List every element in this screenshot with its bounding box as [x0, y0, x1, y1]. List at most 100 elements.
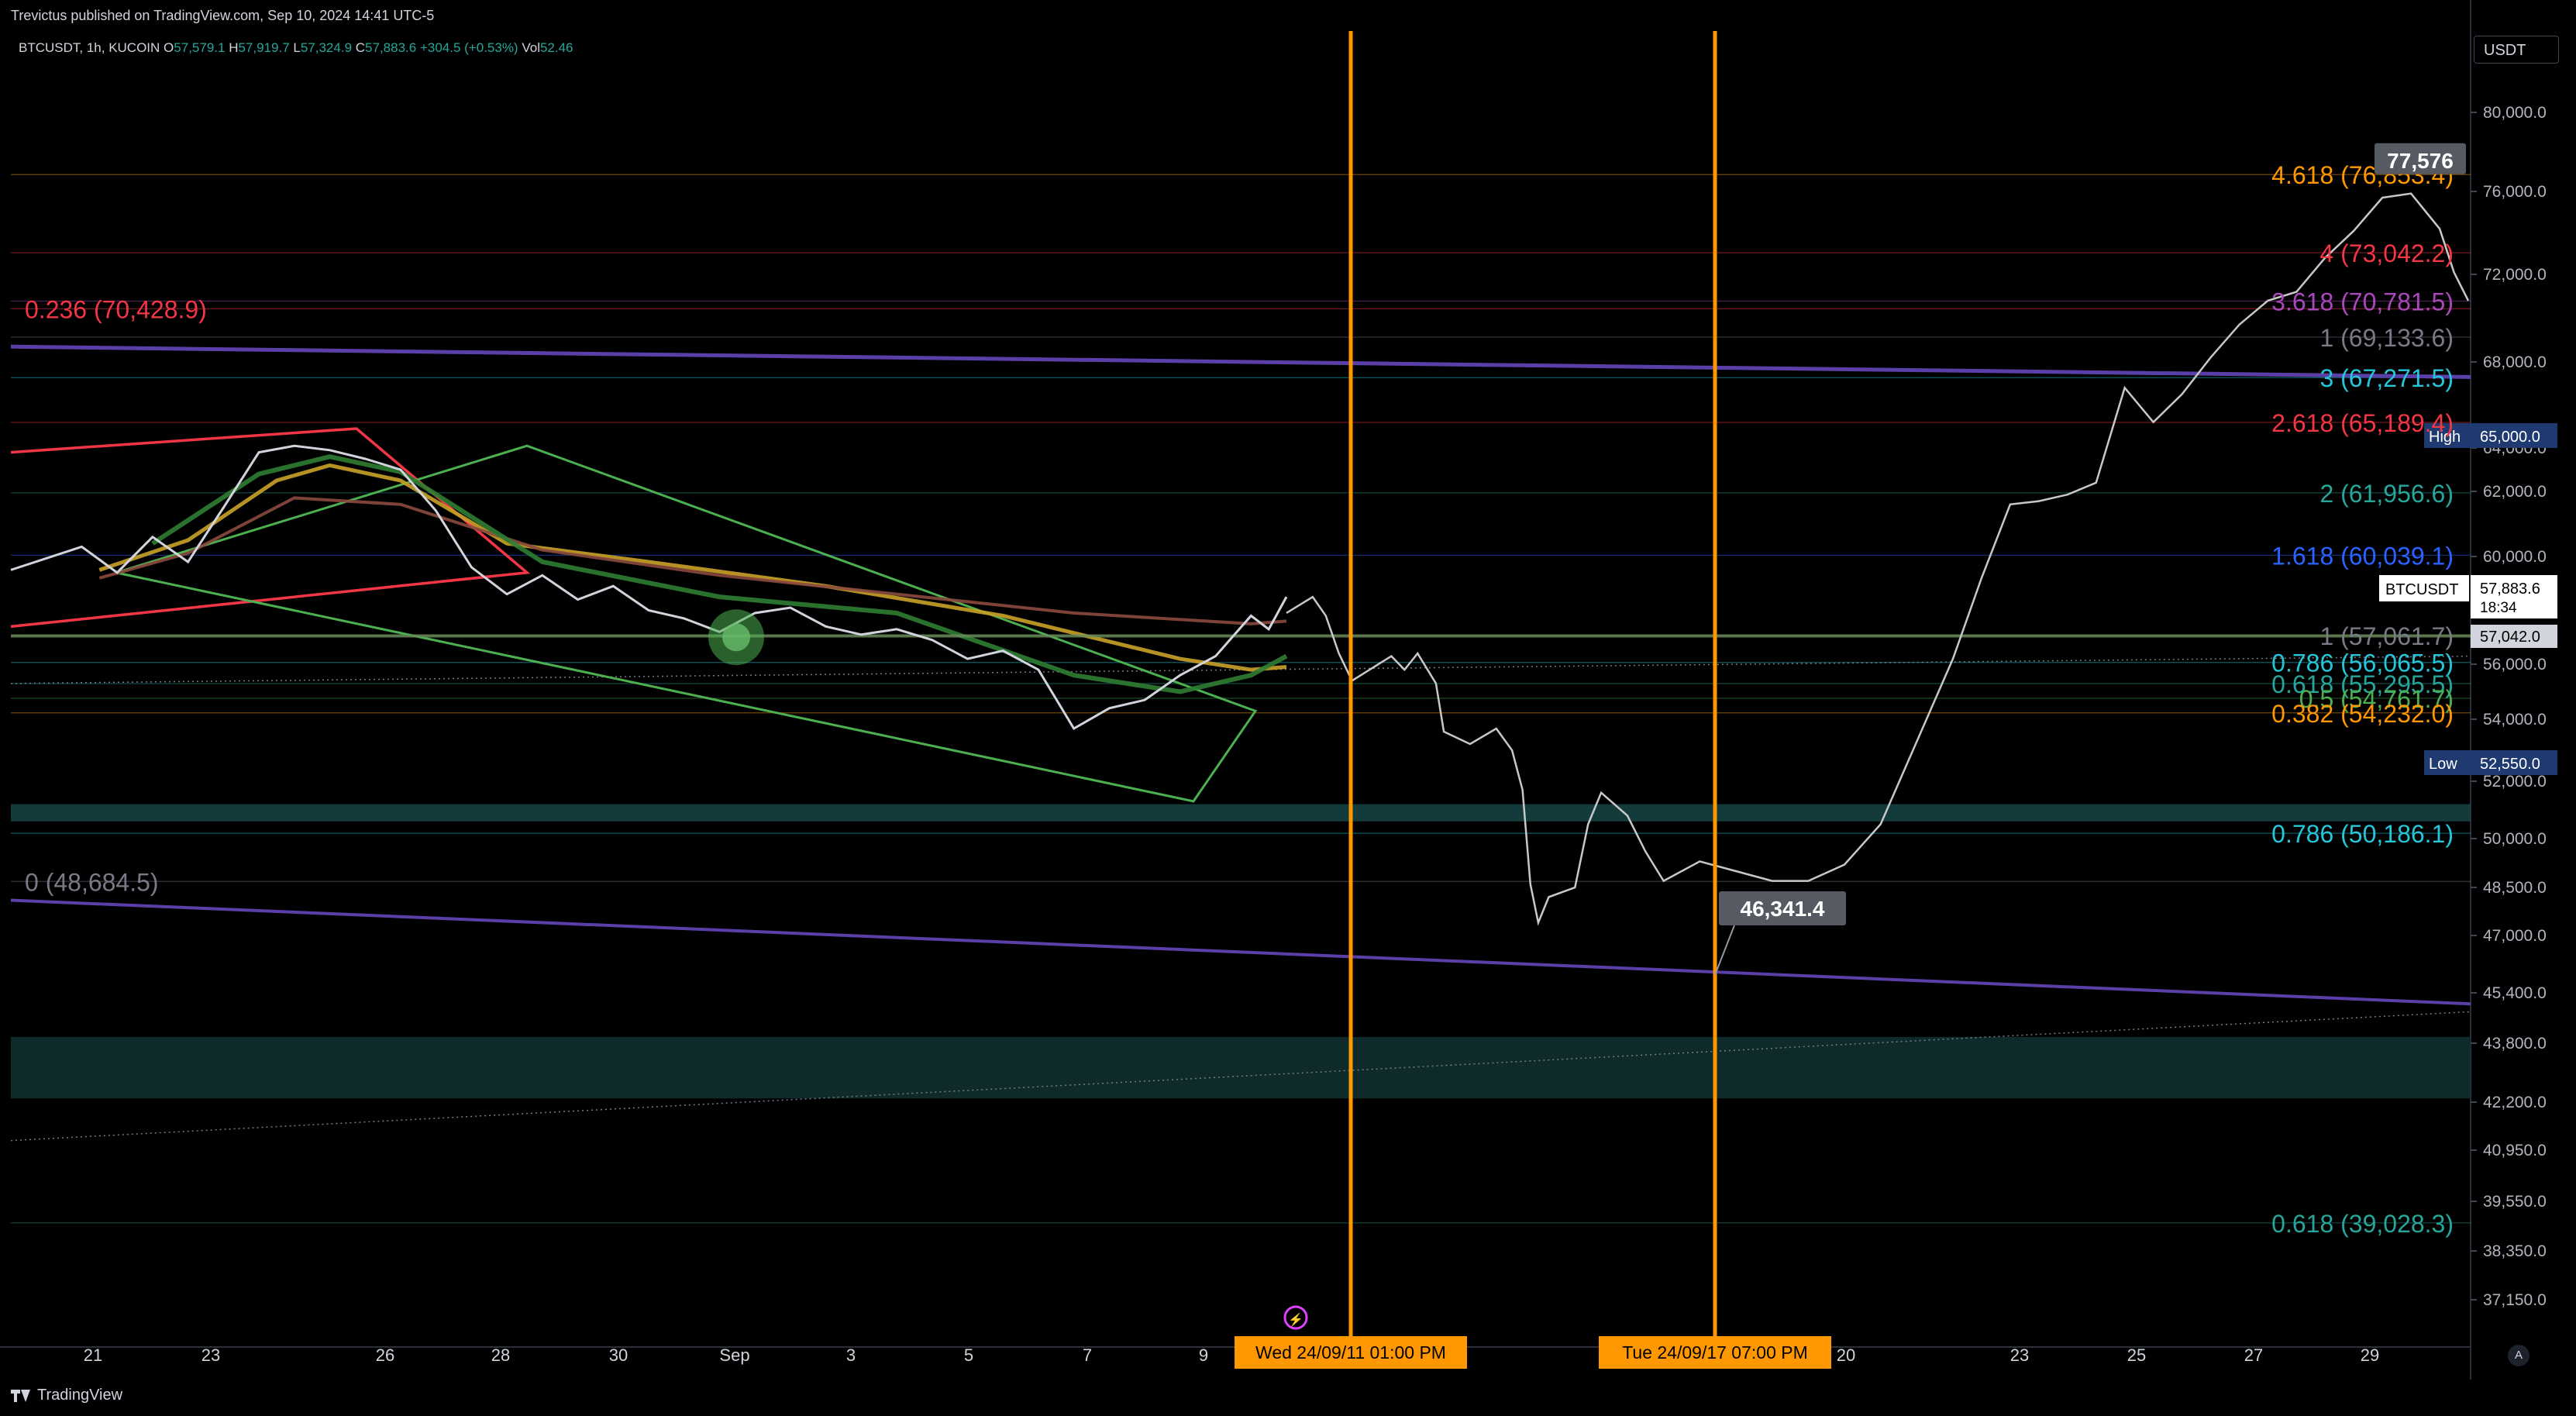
moving-average: [98, 463, 1287, 672]
price-history-line: [10, 444, 1288, 731]
tradingview-mark-icon: [11, 1389, 31, 1402]
x-tick-label: 28: [491, 1345, 510, 1365]
y-tick-label: 48,500.0: [2483, 879, 2547, 897]
fib-level-label: 0.382 (54,232.0): [2271, 700, 2454, 728]
green-wedge: [115, 444, 1258, 803]
support-zone-lower: [11, 1036, 2471, 1099]
callout-pointer: [1714, 925, 1735, 976]
price-badge-value: 65,000.0: [2480, 429, 2540, 446]
y-tick-label: 38,350.0: [2483, 1242, 2547, 1260]
price-badge-tag: [2379, 575, 2469, 601]
price-axis-panel: [2471, 0, 2576, 1416]
highlight-circle-inner: [722, 623, 750, 652]
red-wedge: [10, 427, 531, 629]
y-tick-label: 40,950.0: [2483, 1142, 2547, 1159]
price-badge-label: Low: [2429, 756, 2457, 773]
y-tick-label: 56,000.0: [2483, 656, 2547, 674]
x-tick-label: 3: [846, 1345, 856, 1365]
y-tick-label: 62,000.0: [2483, 483, 2547, 501]
event-bolt-icon: [1283, 1305, 1308, 1330]
fib-level-label: 3.618 (70,781.5): [2271, 288, 2454, 315]
fib-level-label: 4 (73,042.2): [2319, 239, 2454, 267]
ohlc-item: H57,919.7: [225, 40, 290, 55]
price-badge-sub: 18:34: [2480, 600, 2517, 616]
y-tick-label: 37,150.0: [2483, 1291, 2547, 1309]
price-badge-value: 57,042.0: [2480, 629, 2540, 646]
purple-trendline-lower: [10, 898, 2471, 1006]
fib-level-label: 2.618 (65,189.4): [2271, 409, 2454, 437]
x-tick-label: 23: [201, 1345, 220, 1365]
price-badge-bg: [2471, 575, 2557, 618]
x-tick-label: 25: [2127, 1345, 2146, 1365]
x-tick-label: 26: [376, 1345, 394, 1365]
tradingview-brand: TradingView: [37, 1387, 123, 1404]
x-tick-label: Sep: [719, 1345, 749, 1365]
event-bolt-glyph: ⚡: [1288, 1312, 1303, 1327]
price-badge-bg: [2471, 750, 2557, 775]
price-badge-value: 57,883.6: [2480, 581, 2540, 598]
callout-text: 46,341.4: [1741, 897, 1825, 921]
y-tick-label: 50,000.0: [2483, 830, 2547, 848]
x-tick-label: 21: [84, 1345, 102, 1365]
y-tick-label: 68,000.0: [2483, 353, 2547, 371]
x-tick-label: 7: [1083, 1345, 1092, 1365]
y-tick-label: 80,000.0: [2483, 104, 2547, 122]
ohlc-values: O57,579.1 H57,919.7 L57,324.9 C57,883.6 …: [164, 40, 573, 55]
callout-text: 77,576: [2387, 149, 2454, 173]
price-badge-label: BTCUSDT: [2385, 581, 2458, 598]
dotted-trendline: [10, 655, 2471, 684]
projected-path-line: [1286, 192, 2470, 926]
y-tick-label: 43,800.0: [2483, 1035, 2547, 1053]
x-tick-label: 30: [609, 1345, 628, 1365]
tradingview-logo[interactable]: TradingView: [11, 1387, 122, 1404]
time-marker-label: Wed 24/09/11 01:00 PM: [1255, 1342, 1446, 1363]
x-tick-label: 23: [2010, 1345, 2029, 1365]
moving-average: [98, 496, 1287, 625]
price-badge-tag: [2424, 750, 2471, 775]
price-badge-bg: [2471, 625, 2557, 648]
x-tick-label: 5: [964, 1345, 973, 1365]
currency-button[interactable]: USDT: [2474, 36, 2559, 64]
top-bar: Trevictus published on TradingView.com, …: [0, 0, 2576, 33]
fib-level-label: 1 (69,133.6): [2319, 324, 2454, 352]
price-badge-value: 52,550.0: [2480, 756, 2540, 773]
support-zone-upper: [11, 804, 2471, 822]
fib-level-label: 3 (67,271.5): [2319, 364, 2454, 392]
auto-scale-button[interactable]: A: [2508, 1345, 2530, 1366]
moving-average: [151, 454, 1288, 694]
dotted-trendline: [10, 1011, 2471, 1142]
fib-level-label: 0.618 (39,028.3): [2271, 1210, 2454, 1238]
callout-bg: [2375, 143, 2466, 174]
x-tick-label: 20: [1837, 1345, 1855, 1365]
purple-trendline-upper: [10, 344, 2471, 379]
x-tick-label: 9: [1199, 1345, 1208, 1365]
y-tick-label: 47,000.0: [2483, 927, 2547, 945]
bottom-bar: [0, 1380, 2576, 1416]
y-tick-label: 72,000.0: [2483, 266, 2547, 284]
publisher-line: Trevictus published on TradingView.com, …: [11, 8, 435, 23]
symbol-title: BTCUSDT, 1h, KUCOIN: [19, 40, 160, 55]
time-marker-label-bg: [1599, 1336, 1831, 1369]
price-badge-label: High: [2429, 429, 2461, 446]
price-badge-bg: [2471, 423, 2557, 448]
y-tick-label: 52,000.0: [2483, 773, 2547, 791]
y-tick-label: 60,000.0: [2483, 548, 2547, 566]
symbol-legend[interactable]: BTCUSDT, 1h, KUCOIN O57,579.1 H57,919.7 …: [19, 40, 573, 56]
fib-level-label: 0.786 (50,186.1): [2271, 820, 2454, 848]
y-tick-label: 45,400.0: [2483, 984, 2547, 1002]
ohlc-item: +304.5 (+0.53%): [419, 40, 518, 55]
y-tick-label: 76,000.0: [2483, 183, 2547, 201]
ohlc-item: C57,883.6: [352, 40, 417, 55]
fib-level-label: 0.618 (55,295.5): [2271, 670, 2454, 698]
fib-level-label: 2 (61,956.6): [2319, 480, 2454, 508]
ohlc-item: O57,579.1: [164, 40, 226, 55]
time-marker-label-bg: [1235, 1336, 1467, 1369]
x-tick-label: 29: [2361, 1345, 2379, 1365]
y-tick-label: 42,200.0: [2483, 1094, 2547, 1111]
fib-level-label: 1 (57,061.7): [2319, 622, 2454, 650]
fib-level-label: 0 (48,684.5): [25, 868, 159, 896]
y-tick-label: 39,550.0: [2483, 1193, 2547, 1211]
price-badge-tag: [2424, 423, 2471, 448]
